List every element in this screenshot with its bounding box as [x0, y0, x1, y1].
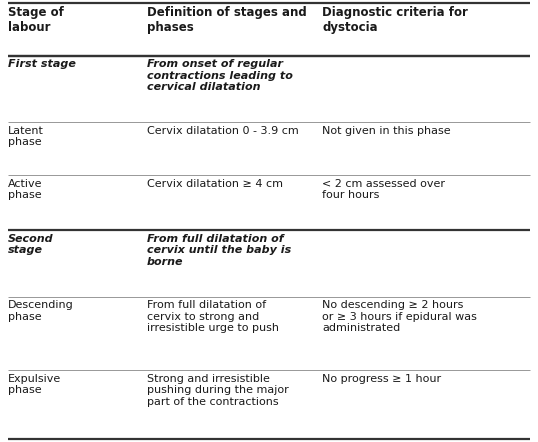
- Text: No progress ≥ 1 hour: No progress ≥ 1 hour: [322, 374, 441, 384]
- Text: Definition of stages and
phases: Definition of stages and phases: [146, 6, 306, 34]
- Text: Cervix dilatation 0 - 3.9 cm: Cervix dilatation 0 - 3.9 cm: [146, 126, 298, 136]
- Text: < 2 cm assessed over
four hours: < 2 cm assessed over four hours: [322, 179, 445, 200]
- Text: Active
phase: Active phase: [8, 179, 43, 200]
- Text: Latent
phase: Latent phase: [8, 126, 44, 147]
- Text: Strong and irresistible
pushing during the major
part of the contractions: Strong and irresistible pushing during t…: [146, 374, 288, 407]
- Text: From full dilatation of
cervix until the baby is
borne: From full dilatation of cervix until the…: [146, 234, 291, 267]
- Text: Cervix dilatation ≥ 4 cm: Cervix dilatation ≥ 4 cm: [146, 179, 282, 189]
- Text: From onset of regular
contractions leading to
cervical dilatation: From onset of regular contractions leadi…: [146, 59, 293, 92]
- Text: Second
stage: Second stage: [8, 234, 54, 255]
- Text: No descending ≥ 2 hours
or ≥ 3 hours if epidural was
administrated: No descending ≥ 2 hours or ≥ 3 hours if …: [322, 300, 477, 334]
- Text: Stage of
labour: Stage of labour: [8, 6, 64, 34]
- Text: First stage: First stage: [8, 59, 76, 69]
- Text: Diagnostic criteria for
dystocia: Diagnostic criteria for dystocia: [322, 6, 468, 34]
- Text: From full dilatation of
cervix to strong and
irresistible urge to push: From full dilatation of cervix to strong…: [146, 300, 279, 334]
- Text: Descending
phase: Descending phase: [8, 300, 74, 322]
- Text: Expulsive
phase: Expulsive phase: [8, 374, 61, 396]
- Text: Not given in this phase: Not given in this phase: [322, 126, 451, 136]
